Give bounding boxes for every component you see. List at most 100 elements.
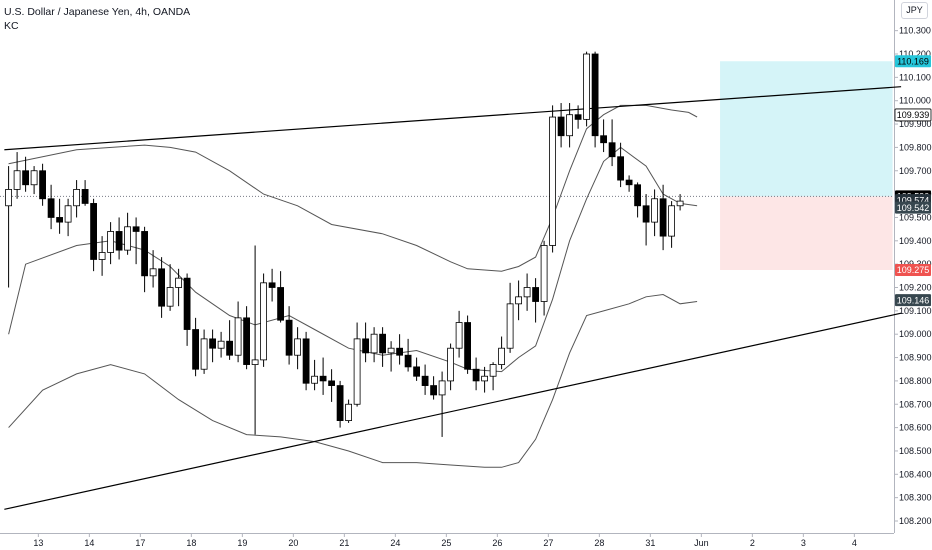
currency-label: JPY (906, 5, 923, 15)
x-tick-label: 4 (852, 538, 857, 548)
x-tick-label: 13 (33, 538, 43, 548)
candle (625, 175, 633, 192)
candle (600, 119, 607, 153)
candle (506, 282, 514, 353)
candle (642, 194, 650, 246)
candle (659, 184, 667, 251)
x-tick-label: 21 (339, 538, 349, 548)
candle (166, 264, 174, 311)
price-tag-stop: 109.275 (895, 263, 931, 276)
kc-upper-band (8, 104, 698, 272)
candle (676, 194, 684, 211)
candle-body (600, 135, 607, 144)
price-tag-label: 109.574 (897, 195, 930, 205)
candle-body (56, 217, 63, 223)
candle (98, 236, 106, 276)
candle-body (396, 347, 404, 356)
candle (226, 320, 234, 360)
y-tick-label: 110.100 (899, 72, 931, 82)
candle (268, 268, 276, 302)
lower-trendline[interactable] (4, 312, 902, 510)
candle-body (574, 114, 582, 120)
x-tick-label: 26 (492, 538, 502, 548)
candle (583, 51, 590, 127)
candle-body (107, 231, 114, 253)
candle-body (549, 116, 556, 246)
candle (192, 317, 200, 377)
candle-body (22, 170, 30, 186)
candle (557, 103, 565, 148)
symbol-title: U.S. Dollar / Japanese Yen, 4h, OANDA (4, 6, 191, 18)
candle-body (13, 170, 21, 190)
candle (540, 240, 548, 316)
candle-body (90, 203, 97, 260)
candle-body (234, 317, 242, 356)
price-tag-bg (895, 55, 931, 68)
candle-body (251, 359, 259, 365)
candle-body (5, 189, 12, 207)
candle-body (362, 338, 370, 354)
candle-body (285, 319, 293, 356)
candle (421, 364, 429, 395)
price-tag-kc: 109.146 (895, 294, 931, 307)
candle-body (540, 245, 548, 302)
candle-body (438, 380, 446, 396)
candle-body (158, 268, 166, 307)
candle-body (515, 296, 522, 305)
candle (141, 226, 149, 293)
candle-body (413, 366, 421, 377)
price-tag-target: 110.169 (895, 55, 931, 68)
kc-lower-band (8, 293, 698, 468)
price-tag-label: 109.275 (897, 265, 930, 275)
candle (124, 212, 131, 255)
trendlines[interactable] (4, 86, 902, 510)
candle-body (294, 338, 302, 356)
y-tick-label: 109.700 (899, 166, 932, 176)
candle-body (98, 252, 106, 260)
position-zones[interactable] (0, 61, 894, 270)
candle (132, 217, 140, 265)
y-tick-label: 109.100 (899, 306, 932, 316)
candle-body (47, 198, 55, 218)
candle (574, 105, 582, 129)
y-tick-label: 108.300 (899, 493, 932, 503)
price-tag-kc: 109.542 (895, 201, 931, 214)
y-tick-label: 109.400 (899, 236, 932, 246)
candle-body (353, 338, 361, 405)
y-tick-label: 110.000 (899, 96, 931, 106)
candle-body (608, 142, 616, 158)
candle (345, 399, 353, 423)
candle-body (132, 226, 140, 232)
candle-body (200, 338, 208, 370)
candle (115, 217, 123, 260)
candle (47, 184, 55, 230)
candle-body (73, 189, 80, 207)
candle (464, 315, 472, 374)
candle (617, 142, 624, 188)
candle-body (625, 179, 633, 186)
candle (251, 245, 259, 435)
candle-body (387, 347, 395, 354)
stop-zone (720, 196, 893, 270)
candle-body (277, 287, 285, 321)
candle (387, 341, 395, 372)
candle-body (455, 322, 463, 349)
candle (56, 198, 63, 234)
candle (336, 380, 344, 428)
candle-body (489, 364, 497, 377)
candle (438, 371, 446, 437)
upper-trendline[interactable] (4, 86, 902, 151)
candle (430, 376, 438, 400)
y-tick-label: 109.200 (899, 283, 932, 293)
price-tag-bg (895, 263, 931, 276)
y-tick-label: 108.400 (899, 469, 932, 479)
candle (175, 268, 183, 307)
candle-body (430, 385, 438, 396)
y-tick-label: 108.700 (899, 399, 932, 409)
currency-button[interactable]: JPY (901, 2, 928, 19)
y-tick-label: 109.500 (899, 212, 932, 222)
candle (404, 338, 412, 372)
price-tag-label: 109.939 (897, 110, 930, 120)
candle-body (668, 205, 675, 237)
